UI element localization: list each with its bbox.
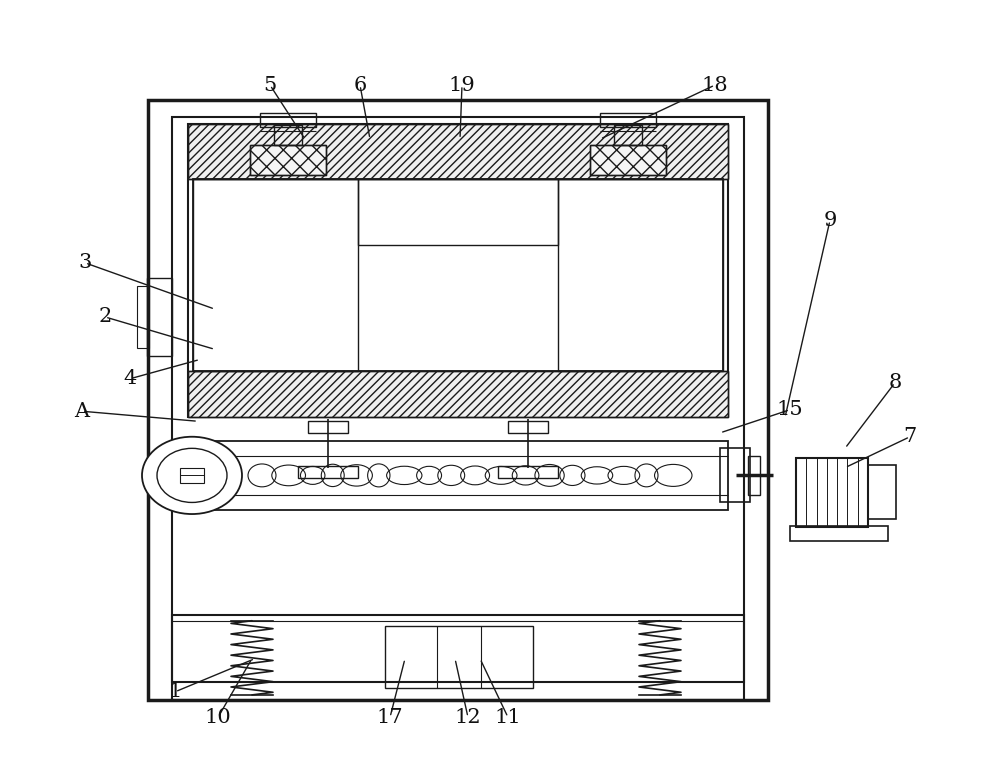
Text: 12: 12 bbox=[455, 708, 481, 727]
Text: 10: 10 bbox=[205, 708, 231, 727]
Bar bbox=[274, 125, 302, 145]
Bar bbox=[508, 421, 548, 433]
Bar bbox=[498, 466, 558, 478]
Circle shape bbox=[157, 448, 227, 502]
Bar bbox=[558, 179, 723, 371]
Bar bbox=[180, 468, 204, 483]
Bar bbox=[748, 456, 760, 495]
Bar bbox=[590, 145, 666, 175]
Bar bbox=[147, 278, 172, 356]
Bar bbox=[868, 465, 896, 519]
Bar bbox=[148, 100, 768, 700]
Bar bbox=[193, 179, 723, 371]
Bar bbox=[720, 448, 750, 502]
Bar bbox=[172, 615, 744, 700]
Bar bbox=[298, 466, 358, 478]
Text: 2: 2 bbox=[98, 308, 112, 326]
Bar bbox=[188, 441, 728, 510]
Bar bbox=[590, 145, 666, 175]
Bar bbox=[188, 124, 728, 179]
Text: 19: 19 bbox=[449, 76, 475, 94]
Text: 18: 18 bbox=[702, 76, 728, 94]
Bar bbox=[260, 113, 316, 127]
Text: 11: 11 bbox=[495, 708, 521, 727]
Bar bbox=[188, 124, 728, 417]
Text: 3: 3 bbox=[78, 254, 92, 272]
Bar bbox=[137, 286, 149, 348]
Bar bbox=[790, 526, 888, 541]
Text: 7: 7 bbox=[903, 427, 917, 446]
Bar bbox=[250, 145, 326, 175]
Bar bbox=[358, 179, 558, 245]
Bar bbox=[188, 124, 728, 179]
Text: 4: 4 bbox=[123, 369, 137, 388]
Bar bbox=[188, 371, 728, 417]
Text: 9: 9 bbox=[823, 211, 837, 230]
Text: 6: 6 bbox=[353, 76, 367, 94]
Bar bbox=[385, 626, 533, 688]
Text: 1: 1 bbox=[168, 683, 182, 701]
Text: A: A bbox=[74, 402, 90, 421]
Circle shape bbox=[142, 437, 242, 514]
Bar bbox=[614, 125, 642, 145]
Bar bbox=[796, 458, 868, 527]
Text: 5: 5 bbox=[263, 76, 277, 94]
Bar bbox=[600, 113, 656, 127]
Text: 15: 15 bbox=[777, 400, 803, 419]
Text: 8: 8 bbox=[888, 373, 902, 392]
Bar bbox=[172, 117, 744, 682]
Bar bbox=[250, 145, 326, 175]
Bar bbox=[308, 421, 348, 433]
Bar bbox=[188, 371, 728, 417]
Text: 17: 17 bbox=[377, 708, 403, 727]
Bar bbox=[193, 179, 358, 371]
